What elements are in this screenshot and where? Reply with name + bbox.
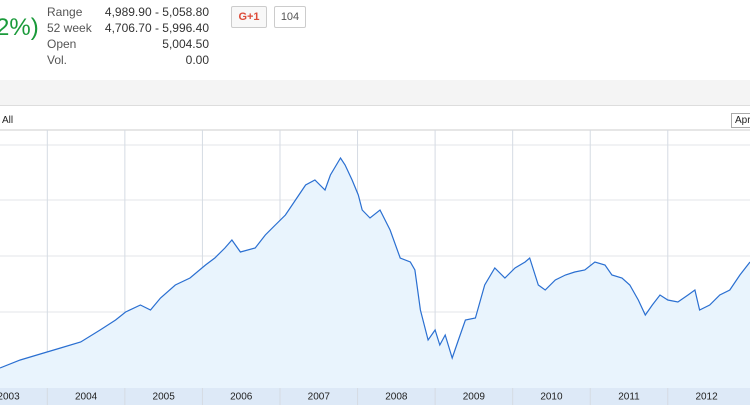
x-tick-label: 2007 [308, 392, 331, 403]
quote-header: 2%) Range 4,989.90 - 5,058.80 52 week 4,70… [0, 0, 750, 80]
chart-toolbar: All Apr [0, 113, 750, 129]
stat-label: Range [47, 5, 83, 19]
stats: Range 4,989.90 - 5,058.80 52 week 4,706.70… [47, 4, 209, 68]
stat-row: Vol. 0.00 [47, 52, 209, 68]
gray-band [0, 80, 750, 106]
range-all[interactable]: All [2, 115, 14, 126]
x-tick-label: 2006 [230, 392, 253, 403]
stat-value: 5,004.50 [162, 37, 209, 51]
x-tick-label: 2004 [75, 392, 98, 403]
price-change: 2%) [0, 14, 39, 41]
x-tick-label: 2011 [618, 392, 640, 403]
area [0, 158, 750, 388]
stat-label: 52 week [47, 21, 92, 35]
stat-label: Vol. [47, 53, 68, 67]
x-tick-label: 2012 [695, 392, 718, 403]
stat-row: 52 week 4,706.70 - 5,996.40 [47, 20, 209, 36]
stat-row: Open 5,004.50 [47, 36, 209, 52]
x-axis-band [0, 388, 750, 405]
plus-one-button[interactable]: G+1 [231, 6, 267, 28]
plus-count: 104 [274, 6, 306, 28]
x-tick-label: 2009 [463, 392, 486, 403]
x-tick-label: 2008 [385, 392, 408, 403]
stat-row: Range 4,989.90 - 5,058.80 [47, 4, 209, 20]
stat-value: 0.00 [185, 53, 209, 67]
date-field[interactable]: Apr [731, 113, 750, 128]
x-tick-label: 2005 [153, 392, 176, 403]
stat-value: 4,706.70 - 5,996.40 [104, 21, 209, 35]
x-tick-label: 2010 [540, 392, 563, 403]
stat-value: 4,989.90 - 5,058.80 [104, 5, 209, 19]
x-tick-label: 2003 [0, 392, 20, 403]
stat-label: Open [47, 37, 77, 51]
price-line [0, 156, 750, 369]
